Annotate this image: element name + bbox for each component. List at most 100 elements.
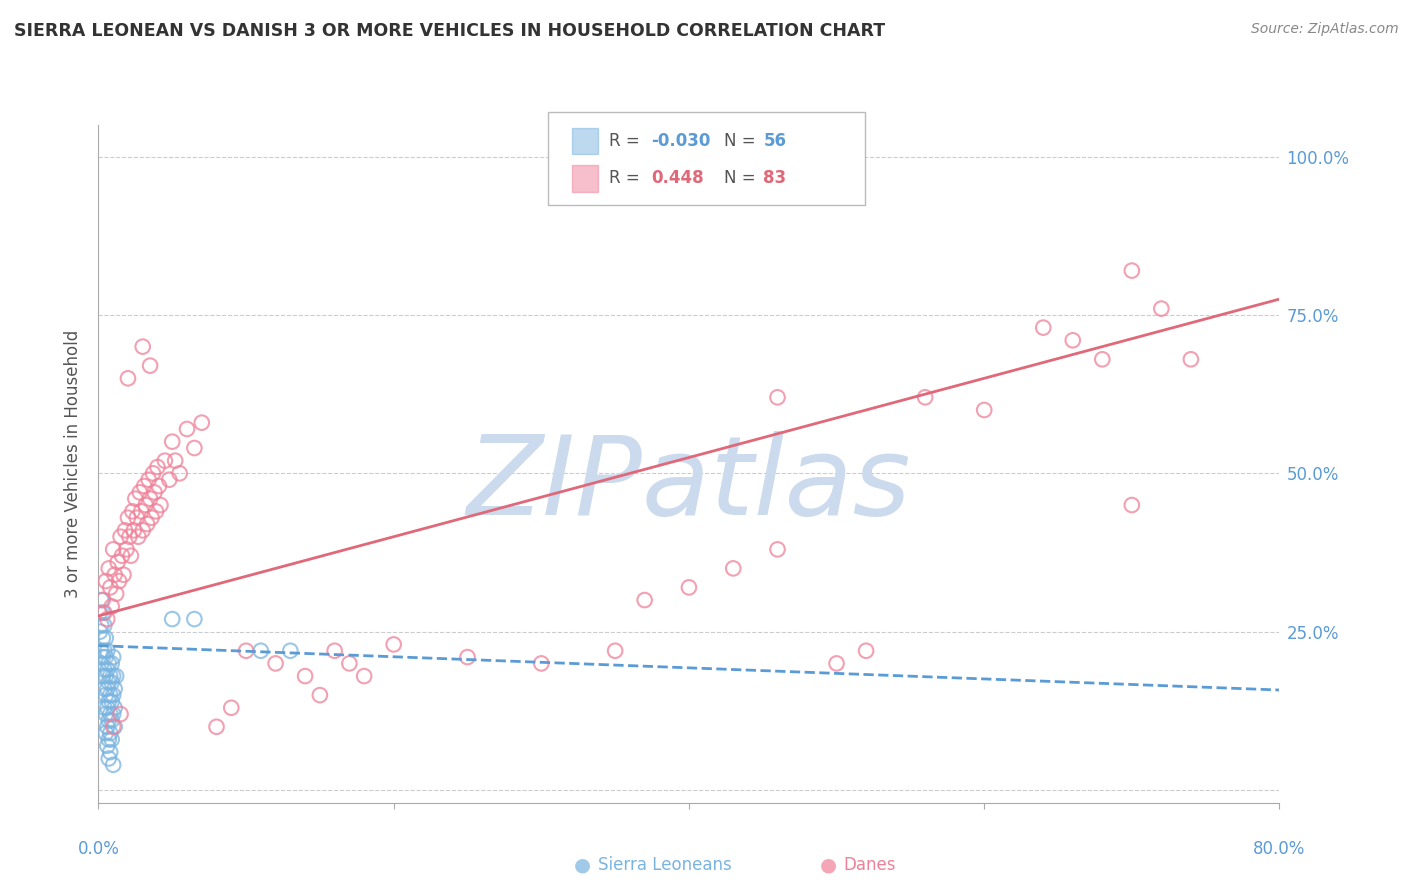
Text: 56: 56: [763, 132, 786, 150]
Point: [96, 739, 118, 753]
Point: [169, 467, 191, 481]
Text: ●: ●: [820, 855, 837, 875]
Point: [153, 453, 176, 467]
Text: N =: N =: [724, 169, 761, 187]
Point: [98, 581, 121, 595]
Point: [97, 714, 120, 728]
Point: [105, 669, 128, 683]
Text: ●: ●: [574, 855, 591, 875]
Text: R =: R =: [609, 132, 645, 150]
Point: [97, 751, 120, 765]
Point: [456, 650, 478, 665]
Point: [100, 675, 122, 690]
Point: [90, 618, 112, 632]
Point: [766, 542, 789, 557]
Point: [98, 726, 121, 740]
Point: [104, 700, 127, 714]
Point: [97, 694, 120, 708]
Point: [90, 593, 112, 607]
Point: [129, 504, 152, 518]
Point: [121, 504, 143, 518]
Point: [973, 403, 995, 417]
Point: [382, 637, 405, 651]
Point: [132, 340, 155, 354]
Point: [93, 663, 115, 677]
Point: [98, 707, 121, 722]
Point: [127, 530, 149, 544]
Text: Source: ZipAtlas.com: Source: ZipAtlas.com: [1251, 22, 1399, 37]
Point: [103, 542, 125, 557]
Point: [91, 650, 114, 665]
Point: [183, 441, 205, 455]
Point: [205, 720, 228, 734]
Point: [122, 524, 145, 538]
Point: [103, 720, 125, 734]
Text: 83: 83: [763, 169, 786, 187]
Point: [323, 644, 346, 658]
Point: [146, 460, 169, 475]
Point: [183, 612, 205, 626]
Point: [93, 681, 115, 696]
Point: [339, 657, 360, 671]
Point: [89, 624, 111, 639]
Point: [1062, 333, 1084, 347]
Text: R =: R =: [609, 169, 645, 187]
Point: [235, 644, 257, 658]
Point: [605, 644, 627, 658]
Point: [139, 491, 162, 506]
Point: [107, 555, 129, 569]
Point: [96, 700, 118, 714]
Point: [97, 675, 120, 690]
Point: [1091, 352, 1114, 367]
Point: [125, 510, 148, 524]
Point: [90, 644, 112, 658]
Point: [93, 618, 115, 632]
Point: [94, 669, 117, 683]
Point: [264, 657, 287, 671]
Point: [100, 714, 122, 728]
Point: [825, 657, 848, 671]
Text: SIERRA LEONEAN VS DANISH 3 OR MORE VEHICLES IN HOUSEHOLD CORRELATION CHART: SIERRA LEONEAN VS DANISH 3 OR MORE VEHIC…: [14, 22, 886, 40]
Point: [110, 707, 132, 722]
Point: [91, 631, 114, 645]
Point: [124, 491, 146, 506]
Point: [103, 757, 125, 772]
Point: [100, 657, 122, 671]
Point: [176, 422, 198, 436]
Point: [191, 416, 214, 430]
Point: [94, 574, 117, 588]
Point: [93, 606, 115, 620]
Point: [91, 593, 114, 607]
Point: [278, 644, 302, 658]
Point: [91, 669, 114, 683]
Point: [139, 359, 162, 373]
Point: [766, 390, 789, 404]
Point: [94, 631, 117, 645]
Point: [120, 549, 142, 563]
Point: [914, 390, 936, 404]
Point: [96, 644, 118, 658]
Text: 0.448: 0.448: [651, 169, 703, 187]
Point: [353, 669, 375, 683]
Point: [103, 707, 125, 722]
Point: [94, 726, 117, 740]
Point: [117, 510, 139, 524]
Point: [530, 657, 553, 671]
Point: [157, 473, 180, 487]
Point: [1180, 352, 1202, 367]
Point: [162, 612, 183, 626]
Point: [96, 612, 118, 626]
Point: [98, 688, 121, 702]
Point: [723, 561, 745, 575]
Point: [1121, 263, 1143, 277]
Point: [97, 732, 120, 747]
Point: [1121, 498, 1143, 512]
Point: [93, 700, 115, 714]
Point: [105, 587, 128, 601]
Point: [128, 485, 150, 500]
Point: [103, 650, 125, 665]
Text: 80.0%: 80.0%: [1253, 840, 1306, 858]
Point: [115, 542, 138, 557]
Point: [112, 567, 135, 582]
Point: [143, 485, 166, 500]
